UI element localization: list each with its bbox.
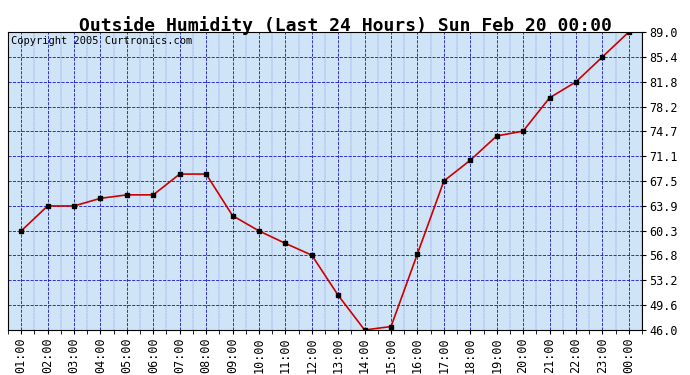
Text: Copyright 2005 Curtronics.com: Copyright 2005 Curtronics.com [11,36,193,46]
Text: Outside Humidity (Last 24 Hours) Sun Feb 20 00:00: Outside Humidity (Last 24 Hours) Sun Feb… [79,16,611,35]
